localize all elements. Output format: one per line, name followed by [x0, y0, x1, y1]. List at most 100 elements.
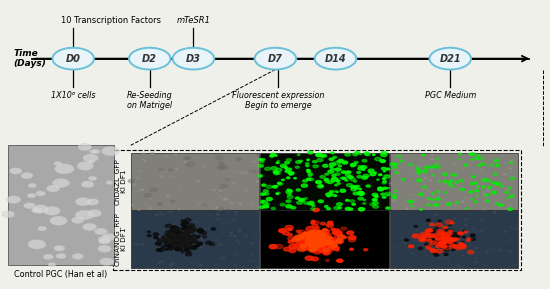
Circle shape — [168, 245, 172, 247]
Circle shape — [317, 245, 323, 249]
Circle shape — [433, 196, 434, 197]
Circle shape — [508, 187, 512, 189]
Circle shape — [186, 236, 190, 237]
Circle shape — [202, 166, 205, 167]
Circle shape — [175, 248, 180, 251]
Circle shape — [346, 171, 351, 173]
Circle shape — [338, 159, 343, 162]
Circle shape — [355, 151, 359, 154]
Circle shape — [509, 226, 512, 227]
Circle shape — [128, 179, 134, 183]
Circle shape — [325, 181, 328, 183]
Circle shape — [428, 237, 432, 239]
Circle shape — [250, 173, 252, 174]
Circle shape — [255, 48, 296, 70]
Circle shape — [358, 192, 364, 195]
Circle shape — [316, 231, 323, 235]
Circle shape — [174, 233, 176, 234]
Circle shape — [438, 243, 442, 245]
Circle shape — [427, 229, 432, 231]
Circle shape — [436, 226, 439, 227]
Circle shape — [135, 244, 137, 246]
Circle shape — [316, 239, 324, 243]
Circle shape — [324, 178, 329, 181]
Circle shape — [210, 228, 212, 229]
Circle shape — [430, 240, 434, 242]
Circle shape — [381, 193, 385, 195]
Circle shape — [441, 234, 448, 237]
Circle shape — [211, 228, 216, 230]
Circle shape — [322, 240, 329, 243]
Circle shape — [445, 242, 449, 244]
Circle shape — [75, 198, 91, 206]
Circle shape — [435, 223, 442, 227]
Circle shape — [274, 155, 277, 156]
Circle shape — [315, 243, 321, 246]
Circle shape — [437, 196, 440, 197]
Circle shape — [433, 252, 437, 254]
Circle shape — [177, 243, 184, 247]
Circle shape — [489, 164, 494, 166]
Circle shape — [342, 177, 346, 179]
Circle shape — [383, 181, 387, 183]
Circle shape — [287, 195, 293, 199]
Circle shape — [364, 152, 368, 154]
Circle shape — [178, 232, 183, 234]
Circle shape — [178, 238, 180, 240]
Circle shape — [149, 197, 152, 199]
Circle shape — [296, 230, 301, 233]
Circle shape — [492, 182, 494, 184]
Circle shape — [311, 238, 317, 241]
Circle shape — [448, 183, 452, 185]
Circle shape — [444, 229, 448, 231]
Circle shape — [408, 200, 413, 203]
Circle shape — [337, 183, 340, 184]
Circle shape — [424, 234, 428, 236]
Circle shape — [482, 220, 483, 221]
Circle shape — [361, 166, 367, 169]
Circle shape — [411, 205, 414, 207]
Circle shape — [316, 153, 322, 157]
Circle shape — [319, 235, 323, 236]
Text: D7: D7 — [268, 54, 283, 64]
Circle shape — [226, 179, 229, 181]
Circle shape — [280, 164, 287, 167]
Circle shape — [317, 158, 323, 162]
Circle shape — [315, 227, 320, 229]
Circle shape — [349, 208, 353, 210]
Circle shape — [335, 232, 342, 236]
Circle shape — [170, 230, 175, 233]
Circle shape — [422, 232, 424, 233]
Circle shape — [447, 244, 450, 246]
Circle shape — [458, 245, 461, 247]
Circle shape — [313, 236, 320, 239]
Circle shape — [46, 185, 60, 192]
Circle shape — [299, 241, 307, 246]
Circle shape — [173, 48, 214, 70]
Circle shape — [324, 238, 329, 240]
Circle shape — [451, 173, 456, 176]
Circle shape — [398, 173, 400, 174]
Circle shape — [233, 219, 234, 220]
Circle shape — [31, 207, 43, 213]
Circle shape — [169, 176, 172, 177]
Circle shape — [287, 189, 290, 191]
Circle shape — [164, 240, 172, 244]
Circle shape — [262, 184, 266, 186]
Circle shape — [199, 265, 201, 266]
Circle shape — [446, 244, 449, 247]
Circle shape — [473, 182, 477, 184]
Circle shape — [217, 166, 224, 169]
Circle shape — [202, 204, 207, 206]
Text: D3: D3 — [186, 54, 201, 64]
Circle shape — [184, 241, 186, 242]
Circle shape — [297, 241, 302, 244]
Circle shape — [190, 236, 192, 238]
Circle shape — [439, 237, 444, 239]
Circle shape — [309, 237, 312, 238]
Circle shape — [172, 227, 177, 229]
Circle shape — [177, 236, 182, 239]
Circle shape — [449, 237, 452, 239]
Circle shape — [332, 175, 336, 177]
Circle shape — [438, 242, 444, 245]
